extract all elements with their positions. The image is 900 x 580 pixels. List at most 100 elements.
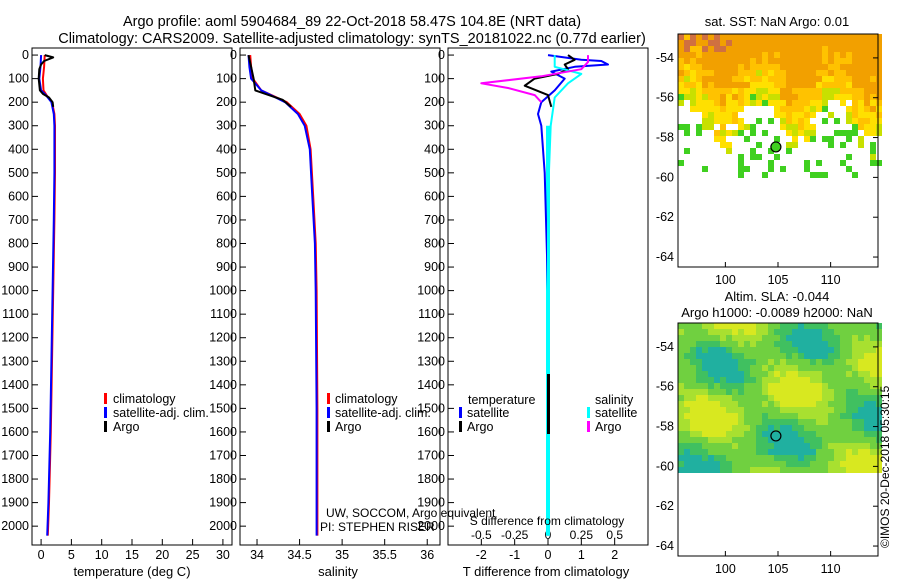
map-cell [684,124,690,130]
legend-swatch-s-argo [587,421,590,432]
map-cell [678,449,684,455]
map-cell [756,118,762,124]
map-cell [792,437,798,443]
map-cell [702,425,708,431]
map-cell [864,413,870,419]
map-cell [696,467,702,473]
temperature-legend: climatology satellite-adj. clim. Argo [104,392,209,434]
map-cell [744,323,750,329]
map-cell [696,106,702,112]
map-cell [846,407,852,413]
map-cell [786,461,792,467]
map-cell [738,425,744,431]
map-cell [726,341,732,347]
map-cell [828,395,834,401]
map-cell [810,112,816,118]
map-cell [762,172,768,178]
map-cell [678,443,684,449]
map-cell [696,88,702,94]
map-cell [852,341,858,347]
map-cell [780,353,786,359]
map-cell [750,353,756,359]
map-cell [708,329,714,335]
pi-annotation: PI: STEPHEN RISER [320,520,435,534]
map-cell [822,377,828,383]
map-cell [816,389,822,395]
map-cell [876,401,882,407]
map-cell [816,359,822,365]
map-cell [702,64,708,70]
map-cell [690,401,696,407]
map-cell [690,395,696,401]
map-cell [852,88,858,94]
map-cell [684,455,690,461]
map-cell [690,455,696,461]
map-cell [828,329,834,335]
depth-tick-label: 1800 [209,472,237,486]
x-tick-label: 0 [38,548,45,562]
map-cell [810,335,816,341]
map-cell [840,58,846,64]
map-cell [798,34,804,40]
map-cell [690,467,696,473]
map-cell [870,124,876,130]
depth-tick-label: 0 [438,48,445,62]
map-cell [810,130,816,136]
map-cell [756,461,762,467]
map-cell [768,359,774,365]
map-cell [870,82,876,88]
map-cell [768,347,774,353]
map-cell [714,40,720,46]
lat-tick-label: -62 [656,210,674,224]
map-cell [858,437,864,443]
map-cell [762,100,768,106]
map-cell [792,142,798,148]
depth-tick-label: 1300 [417,354,445,368]
map-cell [864,365,870,371]
map-cell [846,353,852,359]
map-cell [768,70,774,76]
map-cell [834,437,840,443]
map-cell [726,365,732,371]
map-cell [798,443,804,449]
depth-tick-label: 200 [8,95,29,109]
map-cell [744,76,750,82]
map-cell [756,335,762,341]
map-cell [816,437,822,443]
lat-tick-label: -64 [656,250,674,264]
map-cell [738,419,744,425]
map-cell [726,142,732,148]
map-cell [840,359,846,365]
map-cell [834,371,840,377]
map-cell [786,94,792,100]
map-cell [702,100,708,106]
map-cell [804,389,810,395]
map-cell [852,407,858,413]
map-cell [714,46,720,52]
map-cell [684,377,690,383]
map-cell [678,437,684,443]
legend-swatch-s-satellite [587,407,590,418]
map-cell [744,335,750,341]
map-cell [870,323,876,329]
map-cell [810,64,816,70]
map-cell [714,52,720,58]
imos-watermark: ©IMOS 20-Dec-2018 05:30:15 [878,385,892,548]
map-cell [792,383,798,389]
map-cell [774,58,780,64]
map-cell [822,76,828,82]
depth-tick-label: 1900 [1,496,29,510]
map-cell [762,64,768,70]
map-cell [822,383,828,389]
map-cell [810,323,816,329]
map-cell [876,76,882,82]
map-cell [732,467,738,473]
map-cell [792,449,798,455]
map-cell [870,40,876,46]
map-cell [822,82,828,88]
map-cell [696,401,702,407]
map-cell [726,58,732,64]
map-cell [708,94,714,100]
map-cell [708,52,714,58]
map-cell [696,449,702,455]
